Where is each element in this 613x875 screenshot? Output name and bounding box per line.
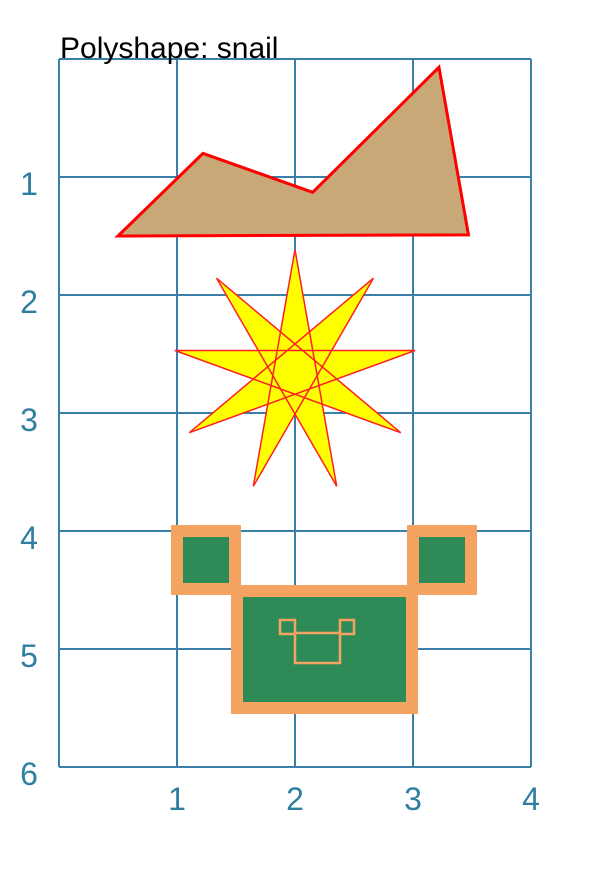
- robot-face-group: [171, 525, 477, 714]
- y-tick-label: 1: [20, 166, 38, 202]
- body-rectangle: [231, 585, 418, 714]
- tick-labels: 1 2 3 4 1 2 3 4 5 6: [20, 166, 540, 817]
- x-tick-label: 3: [404, 781, 422, 817]
- y-tick-label: 4: [20, 520, 38, 556]
- y-tick-label: 2: [20, 284, 38, 320]
- x-tick-label: 1: [168, 781, 186, 817]
- mouth-glyph: [278, 618, 356, 665]
- y-tick-label: 3: [20, 402, 38, 438]
- shapes-layer: [114, 64, 477, 714]
- x-tick-label: 2: [286, 781, 304, 817]
- left-ear-square: [171, 525, 241, 595]
- snail-star-polygon: [174, 249, 416, 487]
- right-ear-square: [407, 525, 477, 595]
- snail-shell-polygon: [114, 64, 471, 238]
- y-tick-label: 6: [20, 756, 38, 792]
- diagram-title: Polyshape: snail: [60, 32, 278, 65]
- x-tick-label: 4: [522, 781, 540, 817]
- y-tick-label: 5: [20, 638, 38, 674]
